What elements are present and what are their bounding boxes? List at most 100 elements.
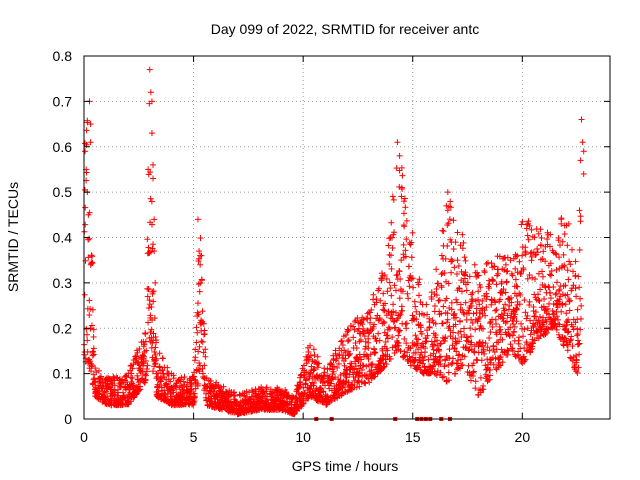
data-point (366, 379, 373, 386)
data-point (412, 332, 419, 339)
data-point (355, 365, 362, 372)
data-point (430, 362, 437, 369)
data-point (521, 297, 528, 304)
data-point (170, 375, 177, 382)
data-point (456, 365, 463, 372)
data-point (404, 290, 411, 297)
data-point (154, 373, 161, 380)
data-point (194, 216, 201, 223)
data-point (342, 355, 349, 362)
data-point (444, 242, 451, 249)
data-point (389, 244, 396, 251)
data-point (393, 272, 400, 279)
data-point (205, 402, 212, 409)
data-point (412, 303, 419, 310)
data-point (142, 372, 149, 379)
data-point (456, 351, 463, 358)
data-point (391, 325, 398, 332)
data-point (472, 378, 479, 385)
data-point (518, 221, 525, 228)
data-point (577, 315, 584, 322)
data-point (496, 327, 503, 334)
data-point (529, 274, 536, 281)
data-point (567, 261, 574, 268)
data-point (441, 269, 448, 276)
data-point (380, 290, 387, 297)
data-point (180, 378, 187, 385)
data-point (346, 350, 353, 357)
data-point (446, 305, 453, 312)
data-point (461, 353, 468, 360)
data-point (126, 386, 133, 393)
data-point (385, 324, 392, 331)
data-point (578, 302, 585, 309)
data-point (352, 340, 359, 347)
data-point (123, 373, 130, 380)
data-point (416, 276, 423, 283)
data-point (390, 308, 397, 315)
data-point (463, 287, 470, 294)
data-point (515, 334, 522, 341)
data-point (141, 353, 148, 360)
data-point (460, 309, 467, 316)
data-point (450, 329, 457, 336)
data-point (398, 193, 405, 200)
data-point (526, 298, 533, 305)
data-point (84, 348, 91, 355)
data-point (369, 360, 376, 367)
data-point (142, 357, 149, 364)
data-point (397, 347, 404, 354)
data-point (556, 286, 563, 293)
data-point (434, 337, 441, 344)
data-point (488, 296, 495, 303)
data-point (432, 320, 439, 327)
data-point (211, 385, 218, 392)
data-point (377, 297, 384, 304)
data-point (459, 231, 466, 238)
data-point (439, 320, 446, 327)
data-point (564, 267, 571, 274)
data-point (558, 215, 565, 222)
data-point (413, 335, 420, 342)
data-point (264, 396, 271, 403)
data-point (345, 327, 352, 334)
data-point (363, 363, 370, 370)
data-point (147, 195, 154, 202)
data-point (379, 352, 386, 359)
data-point (159, 355, 166, 362)
data-point (91, 379, 98, 386)
data-point (170, 389, 177, 396)
data-point (375, 285, 382, 292)
data-point (150, 161, 157, 168)
data-point (88, 363, 95, 370)
data-point (195, 311, 202, 318)
data-point (83, 331, 90, 338)
data-point (143, 347, 150, 354)
data-point (447, 204, 454, 211)
data-point (345, 379, 352, 386)
data-point (90, 351, 97, 358)
data-point (368, 306, 375, 313)
data-point (421, 312, 428, 319)
data-point (385, 310, 392, 317)
y-tick-label: 0.5 (53, 184, 73, 200)
data-point (367, 351, 374, 358)
data-point (305, 348, 312, 355)
data-point (453, 271, 460, 278)
data-point (471, 261, 478, 268)
data-point (88, 362, 95, 369)
data-point (392, 287, 399, 294)
data-point (408, 239, 415, 246)
data-point (151, 315, 158, 322)
data-point (119, 389, 126, 396)
data-point (456, 285, 463, 292)
data-point (371, 370, 378, 377)
data-point (384, 347, 391, 354)
data-point (88, 252, 95, 259)
data-point (396, 312, 403, 319)
data-point (345, 337, 352, 344)
data-point (148, 198, 155, 205)
data-point (355, 377, 362, 384)
data-point (341, 362, 348, 369)
data-point (572, 272, 579, 279)
